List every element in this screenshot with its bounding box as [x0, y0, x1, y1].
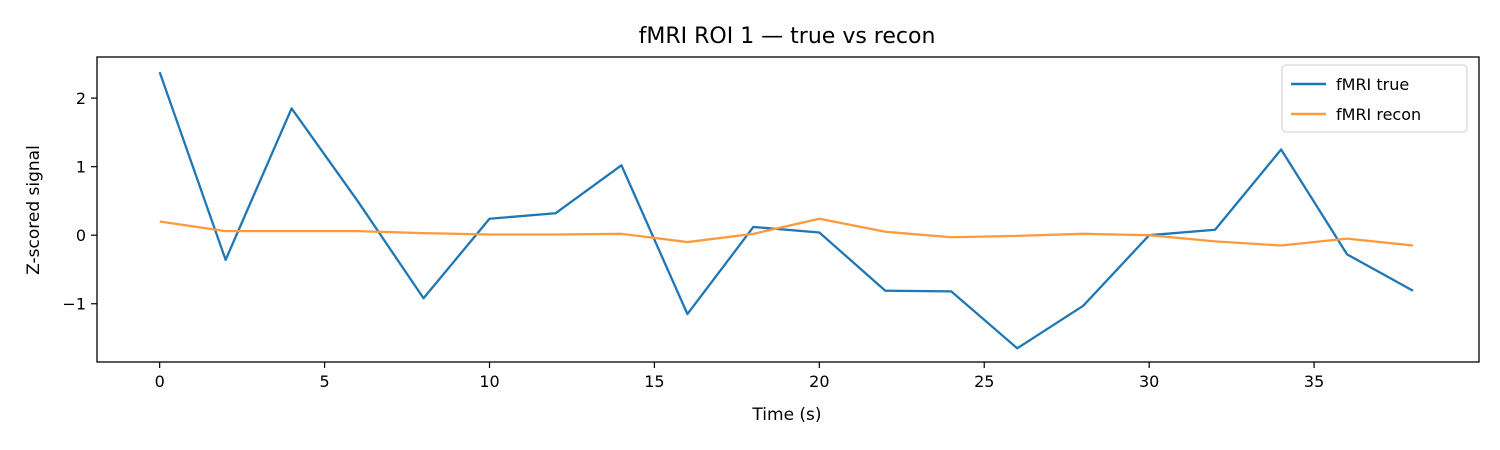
- series-line-fmri-recon: [159, 217, 1414, 247]
- y-tick-label: 0: [76, 226, 86, 245]
- y-tick-label: 2: [76, 89, 86, 108]
- y-axis-label: Z-scored signal: [24, 145, 44, 275]
- legend-box: [1281, 64, 1468, 133]
- y-tick-label: 1: [76, 158, 86, 177]
- legend-label-fmri-true: fMRI true: [1336, 75, 1409, 94]
- x-tick-label: 20: [809, 372, 829, 391]
- y-tick-label: −1: [62, 295, 86, 314]
- legend-label-fmri-recon: fMRI recon: [1336, 105, 1421, 124]
- series-line-fmri-true: [158, 71, 1414, 350]
- x-axis-label: Time (s): [751, 405, 821, 425]
- x-tick-label: 25: [974, 372, 994, 391]
- x-tick-label: 35: [1304, 372, 1324, 391]
- plot-frame: [96, 56, 1480, 363]
- x-tick-label: 15: [644, 372, 664, 391]
- x-tick-label: 5: [319, 372, 329, 391]
- x-tick-label: 0: [155, 372, 165, 391]
- chart-title: fMRI ROI 1 — true vs recon: [639, 24, 936, 49]
- legend: fMRI true fMRI recon: [1281, 64, 1468, 133]
- x-axis: 0 5 10 15 20 25 30 35: [155, 362, 1324, 391]
- plot-area: [158, 71, 1414, 350]
- y-axis: −1 0 1 2: [62, 89, 97, 314]
- x-tick-label: 10: [479, 372, 499, 391]
- x-tick-label: 30: [1139, 372, 1159, 391]
